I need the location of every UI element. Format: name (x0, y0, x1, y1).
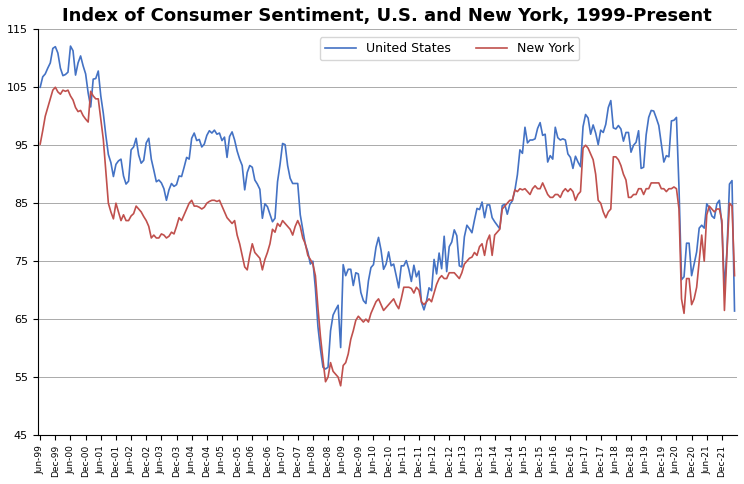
New York (402, 285, 411, 290)
United States (523, 140, 532, 146)
United States (730, 308, 739, 314)
New York (36, 141, 45, 147)
United States (455, 263, 464, 269)
Line: United States: United States (40, 46, 734, 369)
New York (730, 273, 739, 279)
United States (66, 43, 75, 49)
United States (129, 144, 138, 150)
New York (296, 224, 305, 229)
United States (394, 285, 403, 291)
Legend: United States, New York: United States, New York (320, 37, 580, 60)
New York (51, 84, 60, 90)
New York (336, 383, 345, 389)
United States (36, 84, 45, 90)
United States (296, 212, 305, 218)
New York (129, 211, 138, 216)
United States (402, 257, 411, 263)
Line: New York: New York (40, 87, 734, 386)
New York (455, 276, 464, 282)
United States (321, 366, 330, 372)
New York (523, 189, 532, 195)
Title: Index of Consumer Sentiment, U.S. and New York, 1999-Present: Index of Consumer Sentiment, U.S. and Ne… (62, 7, 712, 25)
New York (394, 306, 403, 312)
